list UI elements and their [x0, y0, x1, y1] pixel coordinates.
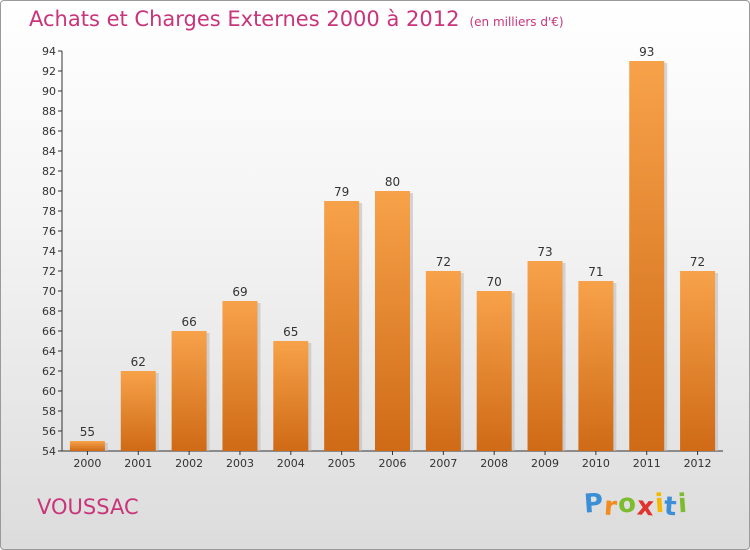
value-label: 79: [334, 185, 349, 199]
x-tick-label: 2005: [328, 457, 356, 470]
y-tick-label: 90: [42, 85, 56, 98]
y-tick-label: 54: [42, 445, 56, 458]
y-tick-label: 58: [42, 405, 56, 418]
title-text: Achats et Charges Externes 2000 à 2012: [29, 7, 460, 31]
y-tick-label: 80: [42, 185, 56, 198]
y-tick-label: 72: [42, 265, 56, 278]
chart-title: Achats et Charges Externes 2000 à 2012 (e…: [29, 7, 564, 31]
bars: [69, 61, 719, 451]
y-tick-label: 86: [42, 125, 56, 138]
x-tick-label: 2006: [379, 457, 407, 470]
x-tick-label: 2000: [73, 457, 101, 470]
y-tick-label: 64: [42, 345, 56, 358]
value-label: 80: [385, 175, 400, 189]
y-tick-label: 88: [42, 105, 56, 118]
logo-letter: x: [635, 491, 656, 523]
y-tick-label: 70: [42, 285, 56, 298]
bar-2009: [527, 261, 563, 451]
place-name: VOUSSAC: [37, 495, 139, 519]
bar-2008: [476, 291, 512, 451]
y-tick-label: 78: [42, 205, 56, 218]
value-label: 66: [181, 315, 196, 329]
logo-letter: o: [616, 488, 638, 520]
bar-2010: [578, 281, 614, 451]
value-label: 72: [690, 255, 705, 269]
x-tick-label: 2008: [480, 457, 508, 470]
bar-2001: [120, 371, 156, 451]
x-tick-label: 2004: [277, 457, 305, 470]
value-label: 55: [80, 425, 95, 439]
bar-2011: [629, 61, 665, 451]
y-tick-label: 74: [42, 245, 56, 258]
y-tick-label: 62: [42, 365, 56, 378]
y-tick-label: 66: [42, 325, 56, 338]
value-label: 69: [232, 285, 247, 299]
proxiti-logo: Proxiti: [582, 488, 689, 523]
value-label: 62: [131, 355, 146, 369]
axes: 54 56 58 60 62 64 66 68 70 72 74 76 78 80 82 84 86 88 90 92…: [42, 45, 723, 470]
y-tick-label: 68: [42, 305, 56, 318]
x-tick-label: 2011: [633, 457, 661, 470]
value-label: 71: [588, 265, 603, 279]
bar-2006: [375, 191, 410, 451]
bar-2005: [324, 201, 360, 451]
value-label: 70: [487, 275, 502, 289]
bar-2003: [222, 301, 258, 451]
y-tick-label: 94: [42, 45, 56, 58]
value-label: 93: [639, 45, 654, 59]
y-tick-label: 76: [42, 225, 56, 238]
x-tick-label: 2009: [531, 457, 559, 470]
logo-letter: P: [582, 488, 606, 520]
y-tick-label: 56: [42, 425, 56, 438]
value-label: 65: [283, 325, 298, 339]
y-tick-label: 82: [42, 165, 56, 178]
x-tick-label: 2012: [684, 457, 712, 470]
bar-2000: [69, 441, 105, 451]
bar-2007: [425, 271, 461, 451]
value-labels: 55 62 66 69 65 79 80 72 70 73 71 93 72: [80, 45, 705, 439]
y-tick-label: 84: [42, 145, 56, 158]
bar-2012: [680, 271, 716, 451]
bar-2004: [273, 341, 309, 451]
unit-note: (en milliers d'€): [469, 15, 564, 29]
x-tick-label: 2007: [429, 457, 457, 470]
x-tick-label: 2002: [175, 457, 203, 470]
logo-letter: i: [676, 488, 689, 520]
x-tick-label: 2003: [226, 457, 254, 470]
y-tick-label: 60: [42, 385, 56, 398]
bar-2002: [171, 331, 207, 451]
value-label: 72: [436, 255, 451, 269]
x-tick-label: 2001: [124, 457, 152, 470]
value-label: 73: [537, 245, 552, 259]
y-tick-label: 92: [42, 65, 56, 78]
x-tick-label: 2010: [582, 457, 610, 470]
